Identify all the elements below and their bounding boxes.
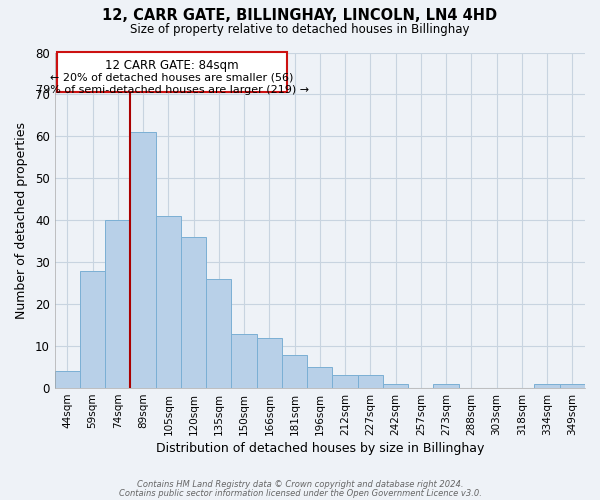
Bar	[433, 384, 459, 388]
Bar	[80, 270, 105, 388]
Bar	[257, 338, 282, 388]
Text: ← 20% of detached houses are smaller (56): ← 20% of detached houses are smaller (56…	[50, 72, 294, 83]
Text: 12, CARR GATE, BILLINGHAY, LINCOLN, LN4 4HD: 12, CARR GATE, BILLINGHAY, LINCOLN, LN4 …	[103, 8, 497, 22]
Bar	[130, 132, 155, 388]
Bar	[155, 216, 181, 388]
Bar	[206, 279, 232, 388]
X-axis label: Distribution of detached houses by size in Billinghay: Distribution of detached houses by size …	[155, 442, 484, 455]
Bar	[383, 384, 408, 388]
Bar	[535, 384, 560, 388]
Text: Contains public sector information licensed under the Open Government Licence v3: Contains public sector information licen…	[119, 488, 481, 498]
Bar	[105, 220, 130, 388]
Bar	[560, 384, 585, 388]
Bar	[307, 367, 332, 388]
Text: Contains HM Land Registry data © Crown copyright and database right 2024.: Contains HM Land Registry data © Crown c…	[137, 480, 463, 489]
Bar	[181, 237, 206, 388]
Text: Size of property relative to detached houses in Billinghay: Size of property relative to detached ho…	[130, 22, 470, 36]
Text: 12 CARR GATE: 84sqm: 12 CARR GATE: 84sqm	[105, 59, 239, 72]
Bar	[232, 334, 257, 388]
Bar	[282, 354, 307, 388]
Text: 79% of semi-detached houses are larger (219) →: 79% of semi-detached houses are larger (…	[35, 85, 308, 95]
Bar	[55, 372, 80, 388]
Bar	[332, 376, 358, 388]
Bar	[358, 376, 383, 388]
Y-axis label: Number of detached properties: Number of detached properties	[15, 122, 28, 319]
Bar	[57, 52, 287, 92]
